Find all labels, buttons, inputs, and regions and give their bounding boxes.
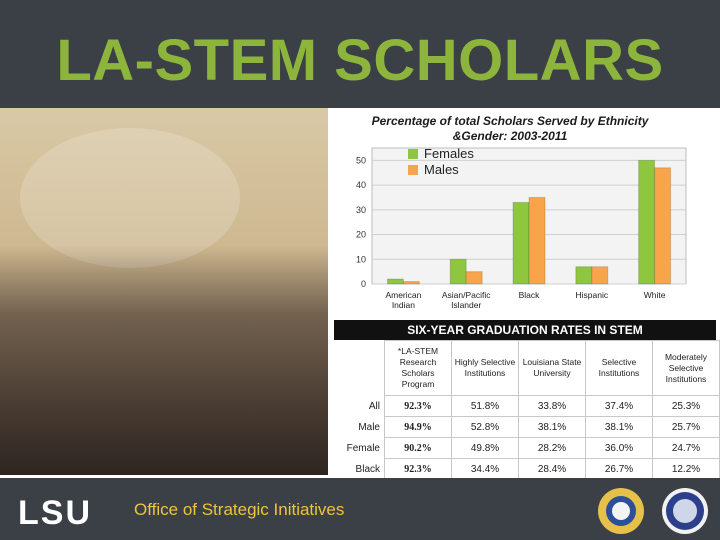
row-label: Male bbox=[358, 421, 380, 433]
table-cell: 28.2% bbox=[518, 437, 586, 459]
x-tick-label: White bbox=[644, 290, 666, 300]
legend-label: Females bbox=[424, 146, 474, 161]
y-tick-label: 40 bbox=[356, 180, 366, 190]
table-cell: 94.9% bbox=[384, 416, 452, 438]
page-title: LA-STEM SCHOLARS bbox=[56, 28, 664, 93]
bar-females bbox=[638, 159, 656, 285]
photo-people bbox=[0, 245, 328, 475]
table-cell: 90.2% bbox=[384, 437, 452, 459]
legend-label: Males bbox=[424, 162, 459, 177]
bar-males bbox=[654, 167, 672, 285]
photo-stairwell bbox=[20, 128, 240, 268]
table-cell: 92.3% bbox=[384, 458, 452, 480]
column-header: Selective Institutions bbox=[585, 340, 653, 396]
x-tick-label: Asian/Pacific bbox=[442, 290, 491, 300]
y-tick-label: 30 bbox=[356, 205, 366, 215]
table-cell: 37.4% bbox=[585, 395, 653, 417]
nsf-seal-icon bbox=[598, 488, 644, 534]
column-header: Louisiana State University bbox=[518, 340, 586, 396]
table-title: SIX-YEAR GRADUATION RATES IN STEM bbox=[334, 320, 716, 340]
x-tick-label: Hispanic bbox=[575, 290, 608, 300]
scholars-group-photo bbox=[0, 108, 328, 475]
bar-females bbox=[386, 278, 404, 285]
x-tick-label: Indian bbox=[392, 300, 415, 310]
row-label: Black bbox=[355, 463, 380, 475]
bar-males bbox=[402, 281, 420, 285]
y-tick-label: 50 bbox=[356, 155, 366, 165]
table-row: All 92.3% 51.8% 33.8% 37.4% 25.3% bbox=[334, 395, 720, 417]
table-cell: 26.7% bbox=[585, 458, 653, 480]
table-header-row: *LA-STEM Research Scholars Program Highly… bbox=[334, 340, 720, 396]
bar-males bbox=[465, 271, 483, 285]
table-cell: 25.3% bbox=[652, 395, 720, 417]
table-cell: 24.7% bbox=[652, 437, 720, 459]
bar-females bbox=[512, 201, 530, 285]
table-row: Black 92.3% 34.4% 28.4% 26.7% 12.2% bbox=[334, 458, 720, 480]
row-label: All bbox=[368, 400, 380, 412]
column-header: Highly Selective Institutions bbox=[451, 340, 519, 396]
graduation-rates-table: *LA-STEM Research Scholars Program Highly… bbox=[334, 340, 720, 480]
header-band bbox=[0, 0, 720, 108]
column-header: *LA-STEM Research Scholars Program bbox=[384, 340, 452, 396]
bar-males bbox=[528, 196, 546, 285]
table-cell: 52.8% bbox=[451, 416, 519, 438]
bar-males bbox=[591, 266, 609, 285]
legend-swatch bbox=[408, 149, 418, 159]
table-cell: 12.2% bbox=[652, 458, 720, 480]
bar-females bbox=[575, 266, 593, 285]
board-seal-icon bbox=[662, 488, 708, 534]
lsu-logo: LSU bbox=[18, 494, 92, 528]
table-cell: 33.8% bbox=[518, 395, 586, 417]
table-cell: 38.1% bbox=[585, 416, 653, 438]
x-tick-label: American bbox=[385, 290, 421, 300]
table-cell: 34.4% bbox=[451, 458, 519, 480]
x-tick-label: Islander bbox=[451, 300, 481, 310]
y-tick-label: 10 bbox=[356, 254, 366, 264]
table-cell: 38.1% bbox=[518, 416, 586, 438]
x-tick-label: Black bbox=[519, 290, 541, 300]
lsu-logo-text: LSU bbox=[18, 494, 92, 528]
office-label: Office of Strategic Initiatives bbox=[134, 500, 345, 519]
column-header: Moderately Selective Institutions bbox=[652, 340, 720, 396]
y-tick-label: 0 bbox=[361, 279, 366, 289]
legend-swatch bbox=[408, 165, 418, 175]
chart-title: Percentage of total Scholars Served by E… bbox=[371, 114, 649, 143]
row-label: Female bbox=[346, 442, 380, 454]
table-cell: 51.8% bbox=[451, 395, 519, 417]
table-cell: 25.7% bbox=[652, 416, 720, 438]
table-row: Female 90.2% 49.8% 28.2% 36.0% 24.7% bbox=[334, 437, 720, 459]
table-row: Male 94.9% 52.8% 38.1% 38.1% 25.7% bbox=[334, 416, 720, 438]
table-cell: 92.3% bbox=[384, 395, 452, 417]
table-cell: 28.4% bbox=[518, 458, 586, 480]
bar-females bbox=[449, 258, 467, 285]
table-cell: 36.0% bbox=[585, 437, 653, 459]
y-tick-label: 20 bbox=[356, 230, 366, 240]
table-cell: 49.8% bbox=[451, 437, 519, 459]
header-blank-cell bbox=[334, 341, 385, 396]
